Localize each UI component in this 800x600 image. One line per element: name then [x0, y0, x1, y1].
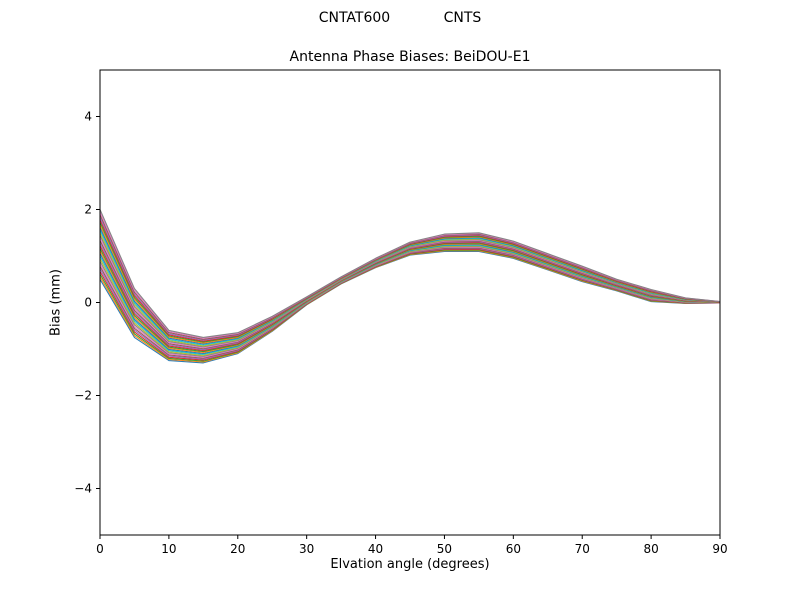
x-tick-label: 60 [506, 542, 521, 556]
x-tick-label: 90 [712, 542, 727, 556]
y-tick-label: 4 [84, 110, 92, 124]
bias-line [99, 241, 721, 351]
x-tick-label: 80 [643, 542, 658, 556]
bias-line [99, 241, 721, 352]
x-tick-label: 20 [230, 542, 245, 556]
x-axis-label: Elvation angle (degrees) [330, 557, 490, 572]
bias-line [99, 209, 721, 338]
x-tick-label: 10 [161, 542, 176, 556]
x-tick-label: 70 [575, 542, 590, 556]
bias-line [99, 214, 721, 340]
bias-line [99, 211, 721, 339]
y-tick-label: 2 [84, 203, 92, 217]
bias-line [99, 217, 721, 341]
y-tick-label: −2 [74, 389, 92, 403]
x-tick-label: 40 [368, 542, 383, 556]
y-tick-label: −4 [74, 482, 92, 496]
chart-title: Antenna Phase Biases: BeiDOU-E1 [289, 49, 531, 65]
y-tick-label: 0 [84, 296, 92, 310]
x-tick-label: 30 [299, 542, 314, 556]
bias-line [99, 219, 721, 342]
x-tick-label: 0 [96, 542, 104, 556]
axes-spines [99, 69, 721, 536]
figure-suptitle: CNTAT600 CNTS [318, 10, 482, 26]
x-tick-label: 50 [437, 542, 452, 556]
